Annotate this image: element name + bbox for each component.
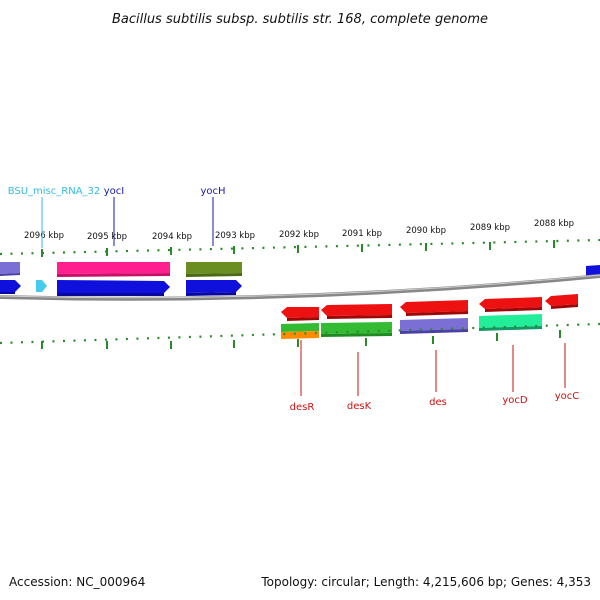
genome-summary-text: Topology: circular; Length: 4,215,606 bp… xyxy=(260,575,591,589)
label-desr[interactable]: desR xyxy=(290,402,315,413)
ruler-label: 2095 kbp xyxy=(87,232,127,242)
label-desk[interactable]: desK xyxy=(347,401,372,412)
ruler-label: 2091 kbp xyxy=(342,229,382,239)
ruler-labels: 2096 kbp 2095 kbp 2094 kbp 2093 kbp 2092… xyxy=(24,219,574,242)
gene-desr-lower-alt[interactable] xyxy=(281,331,319,339)
gene-yocd[interactable] xyxy=(479,297,542,309)
label-des[interactable]: des xyxy=(429,397,447,408)
genome-backbone xyxy=(0,274,600,301)
forward-gene-row xyxy=(0,280,242,296)
ruler-label: 2089 kbp xyxy=(470,223,510,233)
reverse-gene-row xyxy=(281,294,578,321)
lower-tick-row xyxy=(0,322,600,349)
reverse-lower-row xyxy=(281,314,542,339)
gene-yocd-lower[interactable] xyxy=(479,314,542,328)
ruler-label: 2094 kbp xyxy=(152,232,192,242)
gene-desk[interactable] xyxy=(321,304,392,316)
gene-yocc[interactable] xyxy=(545,294,578,306)
ruler-label: 2090 kbp xyxy=(406,226,446,236)
gene-yoci[interactable] xyxy=(57,280,170,293)
gene-des[interactable] xyxy=(400,300,468,313)
gene-desr[interactable] xyxy=(281,307,319,318)
gene-desk-lower[interactable] xyxy=(321,322,392,334)
upper-tick-row xyxy=(0,238,600,257)
gene-feature[interactable] xyxy=(0,280,21,292)
bottom-feature-labels: desR desK des yocD yocC xyxy=(290,340,580,413)
label-yoci[interactable]: yocI xyxy=(104,186,124,197)
gene-desr-lower[interactable] xyxy=(281,323,319,332)
ruler-label: 2088 kbp xyxy=(534,219,574,229)
gene-yoch-upper[interactable] xyxy=(186,262,242,274)
gene-bsu-misc-rna-32[interactable] xyxy=(36,280,47,292)
ruler-label: 2092 kbp xyxy=(279,230,319,240)
upper-minor-ticks xyxy=(0,238,600,256)
ruler-label: 2096 kbp xyxy=(24,231,64,241)
gene-feature[interactable] xyxy=(0,262,20,274)
label-bsu-misc-rna-32[interactable]: BSU_misc_RNA_32 xyxy=(8,186,101,197)
gene-yoch[interactable] xyxy=(186,280,242,293)
ruler-label: 2093 kbp xyxy=(215,231,255,241)
top-feature-labels: BSU_misc_RNA_32 yocI yocH xyxy=(8,186,226,248)
accession-text: Accession: NC_000964 xyxy=(9,575,145,589)
label-yocd[interactable]: yocD xyxy=(502,395,528,406)
gene-feature[interactable] xyxy=(586,265,600,277)
forward-upper-row xyxy=(0,262,600,277)
label-yocc[interactable]: yocC xyxy=(555,391,580,402)
gene-yoci-upper[interactable] xyxy=(57,262,170,274)
label-yoch[interactable]: yocH xyxy=(200,186,225,197)
gene-des-lower[interactable] xyxy=(400,318,468,331)
genome-title: Bacillus subtilis subsp. subtilis str. 1… xyxy=(112,12,488,27)
